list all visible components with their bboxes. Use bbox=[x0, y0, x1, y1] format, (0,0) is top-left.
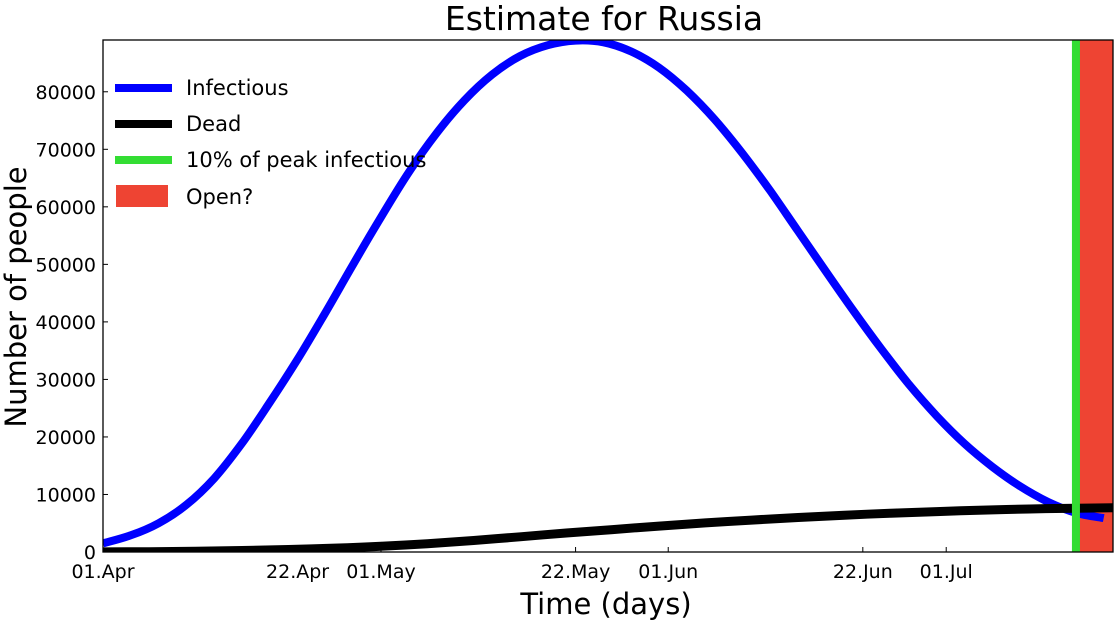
y-tick-label: 0 bbox=[84, 542, 96, 564]
x-tick-label: 22.May bbox=[541, 561, 611, 583]
plot-frame bbox=[102, 39, 1114, 553]
y-axis: 0 10000 20000 30000 40000 50000 60000 70000 8000… bbox=[36, 82, 108, 564]
y-tick-label: 60000 bbox=[36, 197, 96, 219]
plot-area bbox=[103, 40, 1113, 552]
series-line-infectious bbox=[103, 40, 1105, 548]
series-line-dead bbox=[103, 503, 1113, 552]
x-tick-label: 01.May bbox=[346, 561, 416, 583]
x-axis-title: Time (days) bbox=[519, 587, 691, 621]
x-tick-label: 01.Jul bbox=[920, 561, 973, 583]
x-tick-label: 22.Apr bbox=[266, 561, 329, 583]
legend: Infectious Dead 10% of peak infectious O… bbox=[115, 76, 426, 209]
legend-label-threshold: 10% of peak infectious bbox=[186, 148, 426, 172]
x-axis: 01.Apr 22.Apr 01.May 22.May 01.Jun 22.Jun 01.J… bbox=[71, 547, 973, 583]
legend-swatch-open bbox=[116, 185, 168, 207]
y-tick-label: 40000 bbox=[36, 312, 96, 334]
y-axis-title: Number of people bbox=[0, 166, 33, 427]
y-tick-label: 80000 bbox=[36, 82, 96, 104]
legend-label-infectious: Infectious bbox=[186, 76, 289, 100]
chart-title: Estimate for Russia bbox=[445, 0, 763, 38]
legend-label-dead: Dead bbox=[186, 112, 241, 136]
y-tick-label: 50000 bbox=[36, 254, 96, 276]
y-tick-label: 20000 bbox=[36, 427, 96, 449]
x-tick-label: 01.Jun bbox=[638, 561, 698, 583]
open-span bbox=[1075, 40, 1113, 552]
y-tick-label: 30000 bbox=[36, 369, 96, 391]
x-tick-label: 22.Jun bbox=[833, 561, 893, 583]
legend-label-open: Open? bbox=[186, 185, 253, 209]
y-tick-label: 10000 bbox=[36, 484, 96, 506]
y-tick-label: 70000 bbox=[36, 139, 96, 161]
x-tick-label: 01.Apr bbox=[71, 561, 134, 583]
